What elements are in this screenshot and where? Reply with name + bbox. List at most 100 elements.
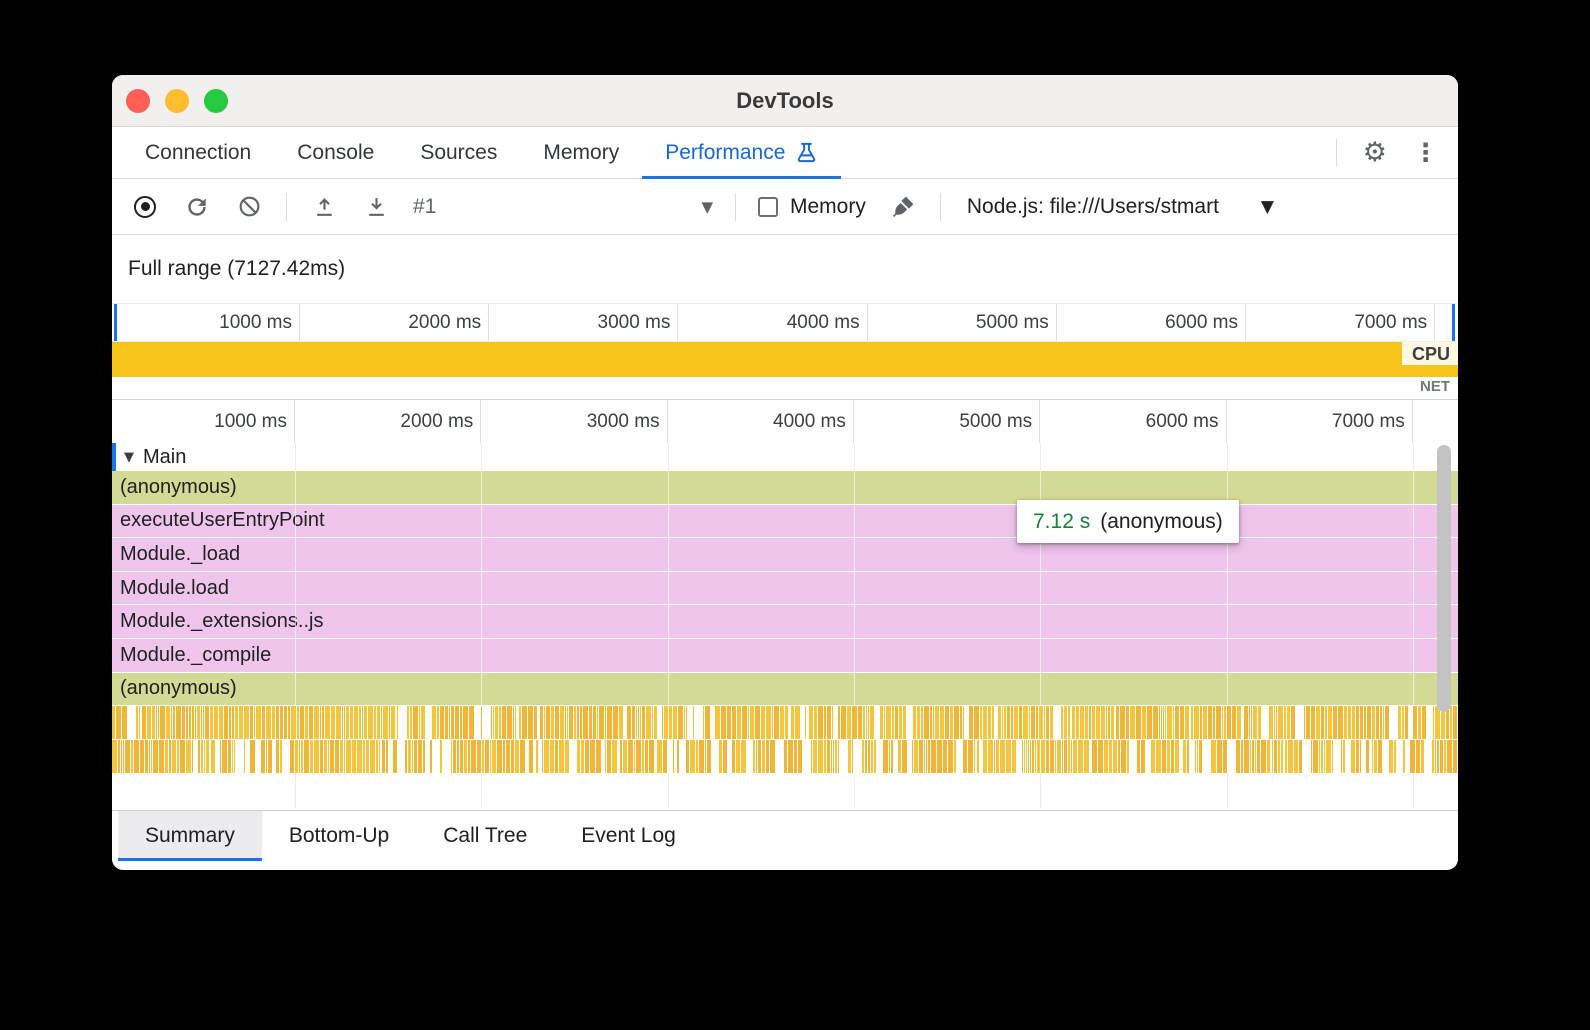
flame-entry-label: (anonymous) [120,677,237,700]
tab-connection[interactable]: Connection [122,127,274,178]
flame-entry-module-extensions-js[interactable]: Module._extensions..js [112,605,1458,639]
history-select[interactable]: #1 ▼ [413,195,713,219]
main-track-label: Main [143,446,186,469]
flame-entry-executeuserentrypoint[interactable]: executeUserEntryPoint [112,505,1458,539]
gridline [1227,773,1228,808]
details-tab-label: Event Log [581,824,676,848]
gridline [295,773,296,808]
tooltip-label: (anonymous) [1100,510,1223,534]
ruler-tick: 7000 ms [1265,304,1435,341]
ruler-tick: 3000 ms [508,304,678,341]
reload-and-record-button[interactable] [182,192,212,222]
collapse-triangle-icon[interactable]: ▼ [124,450,134,465]
experiment-flask-icon [795,141,818,164]
clear-recording-button[interactable] [234,192,264,222]
flame-micro-entries-band[interactable] [112,706,1458,739]
load-profile-button[interactable] [309,192,339,222]
flame-micro-entries-band[interactable] [112,740,1458,773]
flame-entry-label: Module.load [120,577,229,600]
flame-entry-label: Module._extensions..js [120,610,323,633]
tab-label: Performance [665,141,785,165]
flame-entry-anonymous[interactable]: (anonymous) [112,471,1458,505]
details-tab-event-log[interactable]: Event Log [554,811,703,861]
flame-chart: 1000 ms 2000 ms 3000 ms 4000 ms 5000 ms 6000 … [112,400,1458,810]
overview-ruler[interactable]: 1000 ms 2000 ms 3000 ms 4000 ms 5000 ms 6000 … [112,303,1458,341]
broom-icon [890,194,916,220]
target-selected-value: Node.js: file:///Users/stmart [967,195,1219,219]
tab-sources[interactable]: Sources [397,127,520,178]
ruler-tick: 6000 ms [1057,400,1227,443]
download-icon [364,194,389,219]
ruler-tick: 6000 ms [1076,304,1246,341]
flame-entry-label: (anonymous) [120,476,237,499]
main-track-header[interactable]: ▼ Main [112,443,1458,471]
details-tabbar: Summary Bottom-Up Call Tree Event Log [112,810,1458,861]
vertical-scrollbar-thumb[interactable] [1437,445,1451,712]
flame-entry-module-load[interactable]: Module._load [112,538,1458,572]
garbage-collect-button[interactable] [888,192,918,222]
flame-tooltip: 7.12 s (anonymous) [1017,500,1239,543]
tab-label: Memory [543,141,619,165]
flame-entry-label: Module._load [120,543,240,566]
ruler-tick: 2000 ms [311,400,481,443]
details-tab-summary[interactable]: Summary [118,811,262,861]
flame-entry-label: executeUserEntryPoint [120,509,325,532]
target-select[interactable]: Node.js: file:///Users/stmart ▼ [967,195,1274,219]
gridline [668,773,669,808]
range-selector-right-handle[interactable] [1450,304,1458,341]
tab-performance[interactable]: Performance [642,127,841,178]
flame-chart-ruler: 1000 ms 2000 ms 3000 ms 4000 ms 5000 ms 6000 … [112,400,1458,443]
network-activity-band[interactable]: NET [112,377,1458,400]
desktop-background: { "window": { "title": "DevTools" }, "ma… [0,0,1590,1030]
more-options-icon[interactable]: ⋮ [1413,140,1438,165]
gridline [1040,773,1041,808]
upload-icon [312,194,337,219]
ruler-tick: 5000 ms [887,304,1057,341]
save-profile-button[interactable] [361,192,391,222]
tab-memory[interactable]: Memory [520,127,642,178]
main-tabbar: Connection Console Sources Memory Performanc… [112,127,1458,179]
details-tab-call-tree[interactable]: Call Tree [416,811,554,861]
ruler-tick: 1000 ms [125,400,295,443]
performance-panel: Full range (7127.42ms) 1000 ms2000 ms300… [112,235,1458,810]
window-title: DevTools [112,75,1458,127]
range-selector-left-handle[interactable] [112,304,120,341]
ruler-tick: 3000 ms [498,400,668,443]
gridline [481,773,482,808]
main-tabs: Connection Console Sources Memory Performanc… [122,127,841,178]
flame-entry-label: Module._compile [120,644,271,667]
block-icon [237,194,262,219]
settings-gear-icon[interactable]: ⚙ [1363,139,1387,166]
details-tab-bottom-up[interactable]: Bottom-Up [262,811,416,861]
ruler-tick: 1000 ms [130,304,300,341]
window-titlebar: DevTools [112,75,1458,127]
performance-toolbar: #1 ▼ Memory Node.js: file:///Users/stmar… [112,179,1458,235]
cpu-activity-band[interactable]: CPU [112,341,1458,377]
memory-checkbox[interactable] [758,197,778,217]
ruler-tick: 5000 ms [870,400,1040,443]
ruler-tick: 2000 ms [319,304,489,341]
ruler-tick: 4000 ms [684,400,854,443]
memory-checkbox-group[interactable]: Memory [758,195,866,219]
tabbar-right-controls: ⚙ ⋮ [1336,127,1458,178]
details-tab-label: Bottom-Up [289,824,389,848]
cpu-band-label: CPU [1402,342,1458,365]
flame-entry-module-compile[interactable]: Module._compile [112,639,1458,673]
flame-entries: (anonymous) executeUserEntryPoint Module._… [112,471,1458,706]
chevron-down-icon: ▼ [1261,197,1274,217]
ruler-tick: 4000 ms [698,304,868,341]
flame-entry-module-load[interactable]: Module.load [112,572,1458,606]
tab-label: Connection [145,141,251,165]
gridline [1413,773,1414,808]
divider [940,193,941,221]
devtools-window: DevTools Connection Console Sources Memory P… [112,75,1458,870]
record-icon [134,196,156,218]
ruler-tick: 7000 ms [1243,400,1413,443]
flame-entry-anonymous[interactable]: (anonymous) [112,673,1458,707]
tab-console[interactable]: Console [274,127,397,178]
divider [1336,139,1337,167]
tab-label: Sources [420,141,497,165]
net-band-label: NET [1410,377,1458,395]
record-button[interactable] [130,192,160,222]
reload-icon [184,194,210,220]
